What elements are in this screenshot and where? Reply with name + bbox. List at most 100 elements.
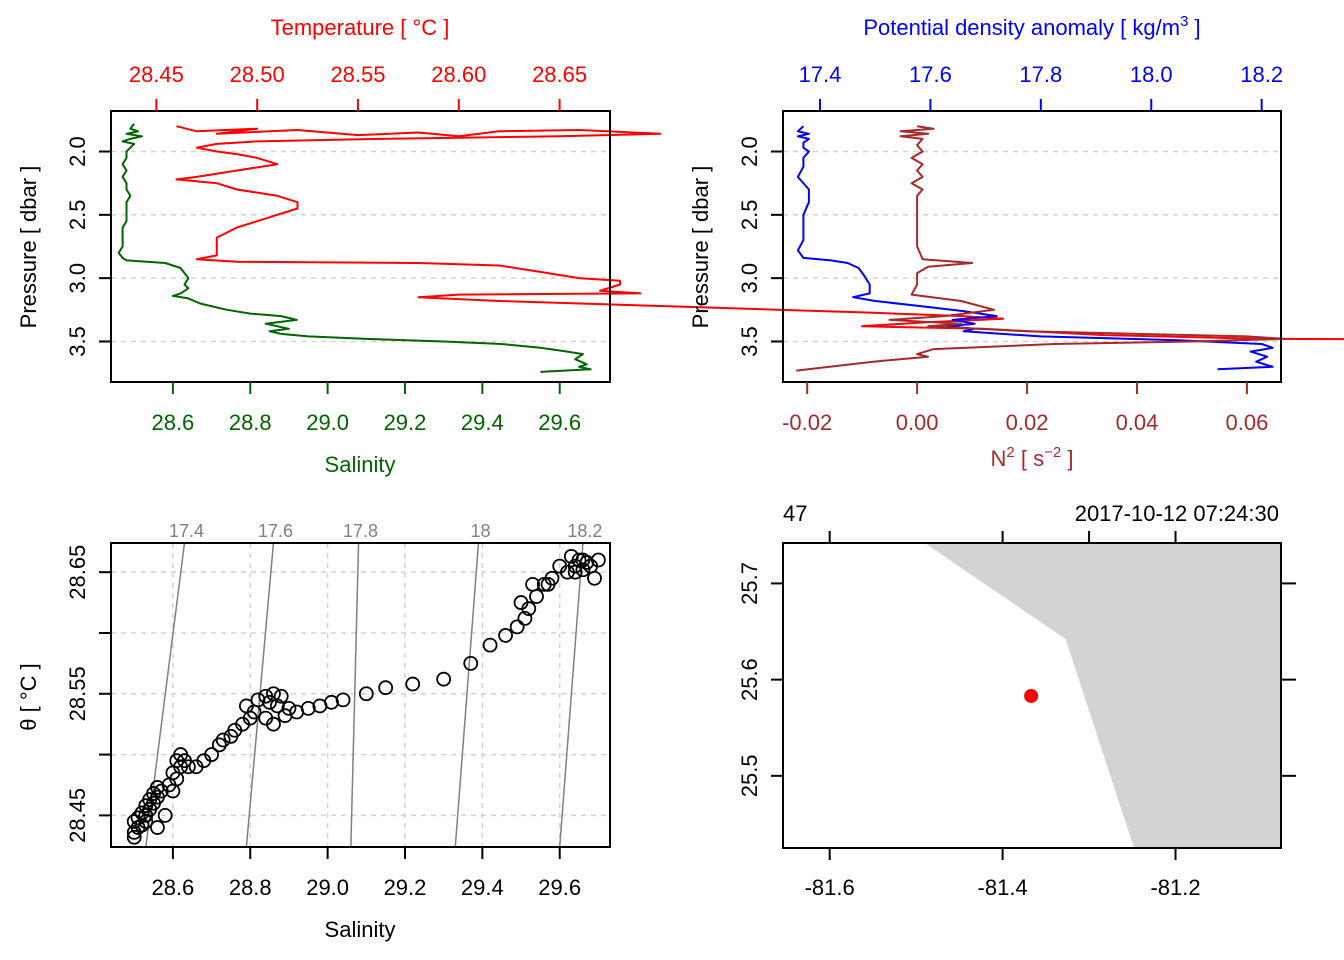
pressure-tick-label: 3.5 [737,326,762,357]
salinity-line [117,123,592,373]
salinity-tick-label: 29.0 [306,875,349,900]
temperature-axis-title: Temperature [ °C ] [271,15,450,40]
temperature-axis: 28.45 28.50 28.55 28.60 28.65 [129,62,587,111]
isopycnal-line [350,542,360,848]
ts-point [273,688,289,704]
salinity-axis-title: Salinity [325,452,396,477]
pressure-axis: 2.0 2.5 3.0 3.5 [65,136,111,357]
ts-point [126,825,142,840]
ts-point [130,810,146,826]
plot-frame [782,110,1282,383]
temperature-tick-label: 28.55 [330,62,385,87]
ts-point [498,628,513,643]
land-polygon [924,543,1281,848]
pressure-tick-label: 2.5 [65,200,90,231]
ts-point [281,700,297,716]
ts-point [266,716,281,732]
profile-lines [117,123,1344,373]
station-marker [1024,688,1039,703]
pressure-axis-title: Pressure [ dbar ] [16,166,41,329]
latitude-tick-label: 25.5 [737,754,762,797]
ts-point [575,562,591,578]
ts-point [204,747,219,762]
salinity-axis-title: Salinity [325,917,396,942]
n2-tick-label: -0.02 [782,410,832,435]
n2-tick-label: 0.02 [1006,410,1049,435]
salinity-tick-label: 29.2 [384,410,427,435]
pressure-axis-title: Pressure [ dbar ] [688,166,713,329]
plot-frame [110,110,611,383]
n2-tick-label: 0.06 [1226,410,1269,435]
ts-point [126,829,142,845]
theta-axis-title: θ [ °C ] [16,663,41,730]
ts-point [150,820,165,835]
ts-point [517,610,533,626]
ts-points [126,548,606,845]
salinity-tick-label: 28.8 [229,875,272,900]
density-tick-label: 18.2 [1240,62,1283,87]
salinity-tick-label: 29.2 [384,875,427,900]
salinity-tick-label: 29.4 [461,875,504,900]
pressure-tick-label: 2.0 [65,136,90,167]
ts-point [262,694,277,710]
ts-point [358,686,374,702]
isopycnal-line [558,542,584,848]
temperature-tick-label: 28.65 [532,62,587,87]
isopycnal-label: 18 [470,521,490,541]
ts-point [463,655,479,671]
ts-point [138,814,154,829]
pressure-tick-label: 2.0 [737,136,762,167]
density-tick-label: 17.8 [1019,62,1062,87]
ts-point [126,814,142,829]
potential-density-anomaly-line [796,125,1274,371]
salinity-tick-label: 29.6 [538,410,581,435]
longitude-tick-label: -81.4 [978,875,1028,900]
isopycnal-label: 17.4 [169,521,204,541]
ts-point [238,698,254,714]
temperature-tick-label: 28.60 [431,62,486,87]
isopycnal-line [454,542,480,848]
ts-point [180,759,196,775]
latitude-tick-label: 25.6 [737,658,762,701]
theta-tick-label: 28.65 [65,545,90,600]
pressure-gridlines [111,150,610,343]
density-tick-label: 17.6 [909,62,952,87]
plot-frame [110,542,611,848]
n2-tick-label: 0.00 [896,410,939,435]
plot-frame [782,542,1282,849]
panel-ts-diagram: 17.4 17.6 17.8 18 18.2 28.6 28.8 29.0 29.2 29.4 2… [16,521,611,942]
temperature-line [175,125,1344,341]
n2-tick-label: 0.04 [1116,410,1159,435]
isopycnal-label: 17.6 [258,521,293,541]
isopycnals: 17.4 17.6 17.8 18 18.2 [145,521,602,848]
ts-point [405,676,421,692]
theta-axis: 28.45 28.55 28.65 [65,545,111,843]
ts-point [211,737,227,753]
salinity-axis: 28.6 28.8 29.0 29.2 29.4 29.6 [151,382,581,435]
n2-axis-title: N2 [ s−2 ] [991,444,1074,471]
density-axis-title: Potential density anomaly [ kg/m3 ] [863,13,1200,40]
n2-line [796,125,1287,372]
salinity-tick-label: 29.4 [461,410,504,435]
theta-tick-label: 28.55 [65,666,90,721]
salinity-tick-label: 28.6 [151,875,194,900]
temperature-tick-label: 28.45 [129,62,184,87]
pressure-tick-label: 3.0 [65,263,90,294]
ts-point [436,671,452,687]
n2-axis: -0.02 0.00 0.02 0.04 0.06 [782,382,1268,435]
profile-lines [796,125,1287,372]
panel-ts-profile: 28.45 28.50 28.55 28.60 28.65 28.6 28.8 29.0 29… [16,15,1344,477]
ts-point [215,732,231,748]
density-axis: 17.4 17.6 17.8 18.0 18.2 [799,62,1283,111]
longitude-tick-label: -81.2 [1150,875,1200,900]
station-id-label: 47 [783,501,807,526]
ts-point [335,692,351,708]
isopycnal-label: 17.8 [343,521,378,541]
isopycnal-label: 18.2 [567,521,602,541]
salinity-tick-label: 29.6 [538,875,581,900]
ts-point [529,589,544,604]
pressure-axis: 2.0 2.5 3.0 3.5 [737,136,783,357]
pressure-tick-label: 3.5 [65,326,90,357]
salinity-tick-label: 28.6 [151,410,194,435]
